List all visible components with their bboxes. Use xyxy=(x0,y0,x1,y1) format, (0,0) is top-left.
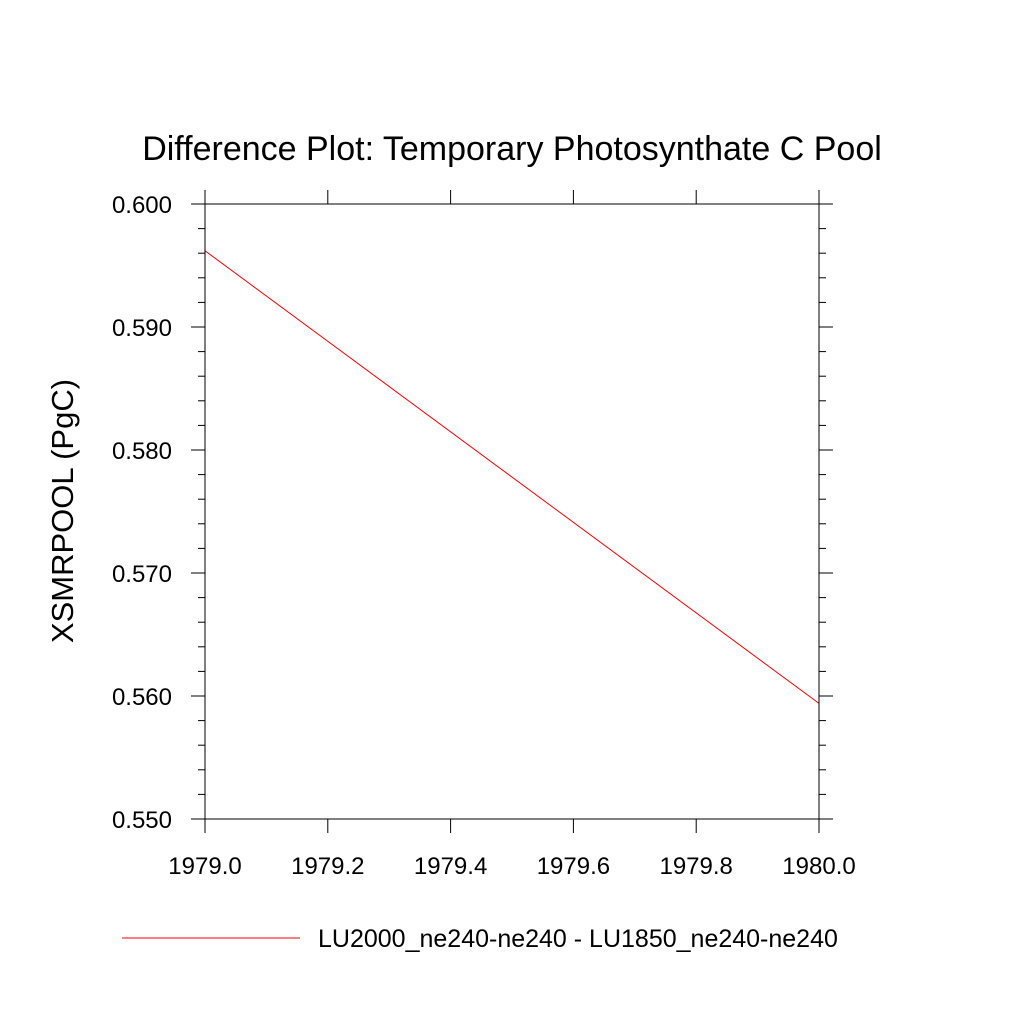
y-axis-title: XSMRPOOL (PgC) xyxy=(45,379,80,643)
x-tick-label: 1979.6 xyxy=(537,853,610,880)
x-tick-label: 1979.0 xyxy=(168,853,241,880)
x-tick-label: 1980.0 xyxy=(782,853,855,880)
x-tick-label: 1979.4 xyxy=(414,853,487,880)
y-tick-label: 0.590 xyxy=(112,315,172,342)
y-tick-label: 0.550 xyxy=(112,807,172,834)
x-tick-label: 1979.2 xyxy=(291,853,364,880)
y-tick-label: 0.580 xyxy=(112,438,172,465)
x-tick-label: 1979.8 xyxy=(659,853,732,880)
major-ticks xyxy=(191,190,833,833)
chart-title: Difference Plot: Temporary Photosynthate… xyxy=(142,130,882,168)
y-tick-label: 0.570 xyxy=(112,561,172,588)
y-tick-labels: 0.550 0.560 0.570 0.580 0.590 0.600 xyxy=(112,192,172,834)
series-layer xyxy=(204,250,820,704)
y-tick-label: 0.600 xyxy=(112,192,172,219)
minor-ticks xyxy=(198,228,826,795)
legend-label: LU2000_ne240-ne240 - LU1850_ne240-ne240 xyxy=(318,925,838,953)
series-line-0 xyxy=(204,250,820,704)
plot-frame xyxy=(204,203,820,820)
x-tick-labels: 1979.0 1979.2 1979.4 1979.6 1979.8 1980.0 xyxy=(168,853,855,880)
y-tick-label: 0.560 xyxy=(112,684,172,711)
